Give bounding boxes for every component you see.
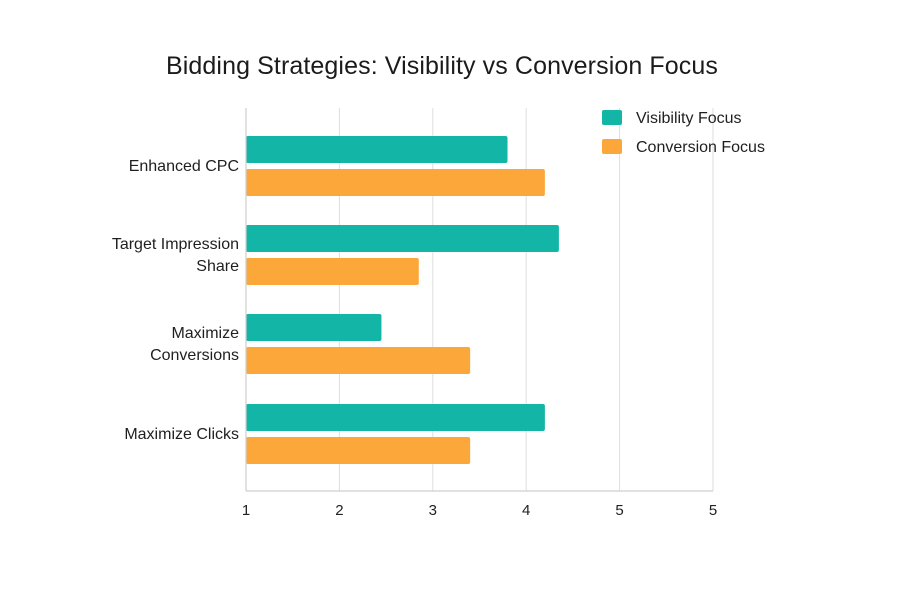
y-category-label: Maximize Clicks	[124, 426, 239, 443]
bar-visibility	[246, 314, 382, 341]
legend-label: Visibility Focus	[636, 110, 742, 127]
bar-visibility	[246, 404, 545, 431]
bar-conversion	[246, 258, 419, 285]
legend-swatch-conversion	[602, 139, 622, 154]
bar-conversion	[246, 347, 471, 374]
x-tick-label: 2	[335, 502, 343, 519]
chart-title: Bidding Strategies: Visibility vs Conver…	[165, 52, 718, 80]
legend-label: Conversion Focus	[636, 139, 765, 156]
y-category-label: Enhanced CPC	[129, 158, 239, 175]
axis-layer: 1 2 3 4 5 5 Enhanced CPC Target Impression Share…	[112, 108, 717, 519]
x-tick-label: 1	[242, 502, 250, 519]
bar-layer	[246, 136, 559, 464]
x-tick-label: 3	[429, 502, 437, 519]
legend: Visibility Focus Conversion Focus	[602, 110, 765, 156]
bar-conversion	[246, 169, 545, 196]
y-category-label: Conversions	[150, 347, 239, 364]
bar-visibility	[246, 136, 508, 163]
x-tick-label: 4	[522, 502, 530, 519]
grid-layer	[338, 108, 714, 491]
y-category-label: Share	[196, 258, 239, 275]
bar-visibility	[246, 225, 559, 252]
y-category-label: Target Impression	[112, 236, 239, 253]
legend-swatch-visibility	[602, 110, 622, 125]
y-category-label: Maximize	[171, 325, 239, 342]
x-tick-label: 5	[709, 502, 717, 519]
x-tick-label: 5	[615, 502, 623, 519]
bar-conversion	[246, 437, 471, 464]
